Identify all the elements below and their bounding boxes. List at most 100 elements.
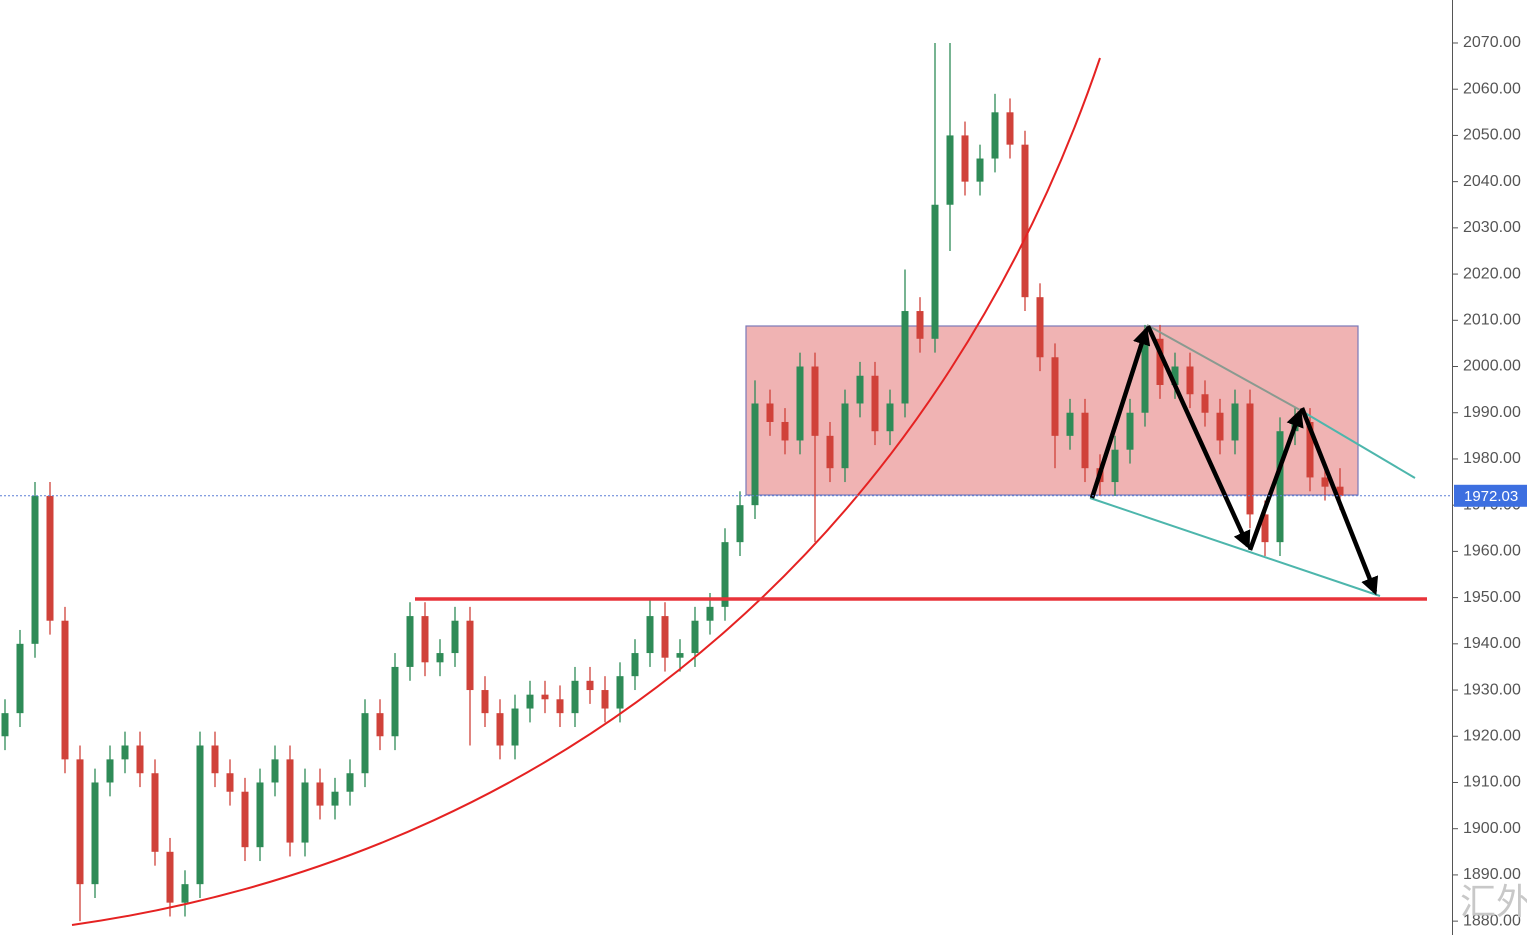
candle-body (31, 495, 39, 644)
candle-body (136, 745, 144, 774)
candle-body (1321, 477, 1329, 487)
candle-body (556, 699, 564, 714)
y-tick-label: 1890.00 (1463, 866, 1521, 883)
candle-body (871, 375, 879, 432)
candle-body (376, 713, 384, 737)
candle-body (511, 708, 519, 746)
candle-body (616, 676, 624, 709)
candle-body (421, 616, 429, 663)
watermark: 汇外网 (1460, 882, 1527, 923)
candle-body (196, 745, 204, 885)
candle-body (856, 375, 864, 404)
channel-upper (1146, 324, 1301, 411)
y-tick-label: 1980.00 (1463, 450, 1521, 467)
candle-body (691, 620, 699, 654)
candle-body (676, 653, 684, 658)
candle-body (181, 884, 189, 903)
candle-body (586, 680, 594, 691)
candle-body (661, 616, 669, 658)
last-price-label: 1972.03 (1464, 488, 1518, 505)
y-tick-label: 1950.00 (1463, 589, 1521, 606)
y-tick-label: 2000.00 (1463, 358, 1521, 375)
candle-body (16, 643, 24, 714)
candle-body (1171, 366, 1179, 385)
candle-body (961, 135, 969, 182)
candle-body (436, 653, 444, 663)
candle-body (166, 851, 174, 903)
candle-body (1036, 297, 1044, 358)
candle-body (1141, 338, 1149, 413)
candle-body (151, 773, 159, 852)
candle-body (991, 112, 999, 159)
candle-body (916, 311, 924, 339)
trend-curve (71, 57, 1101, 926)
candle-body (796, 366, 804, 441)
y-tick-label: 2070.00 (1463, 34, 1521, 51)
candle-body (331, 791, 339, 806)
y-tick-label: 2060.00 (1463, 80, 1521, 97)
y-tick-label: 2050.00 (1463, 127, 1521, 144)
candle-body (571, 680, 579, 714)
candle-body (631, 653, 639, 677)
candle-body (481, 690, 489, 714)
candle-body (1126, 412, 1134, 450)
y-tick-label: 2030.00 (1463, 219, 1521, 236)
y-tick-label: 1960.00 (1463, 543, 1521, 560)
candle-body (1261, 514, 1269, 543)
candle-body (241, 791, 249, 848)
candle-body (391, 666, 399, 737)
candle-body (1231, 403, 1239, 441)
arrow (1247, 408, 1304, 551)
candle-body (361, 713, 369, 774)
candle-body (886, 403, 894, 432)
candle-body (736, 505, 744, 543)
candle-body (106, 759, 114, 783)
candle-body (1306, 421, 1314, 478)
y-tick-label: 1990.00 (1463, 404, 1521, 421)
candle-body (1111, 449, 1119, 483)
candle-body (706, 606, 714, 621)
candles (1, 42, 1344, 922)
candle-body (1246, 403, 1254, 515)
candle-body (91, 782, 99, 885)
y-tick-label: 2040.00 (1463, 173, 1521, 190)
candle-body (1156, 338, 1164, 385)
y-tick-label: 1900.00 (1463, 820, 1521, 837)
candle-body (526, 694, 534, 709)
candle-body (1201, 394, 1209, 413)
candle-body (1051, 357, 1059, 436)
candle-body (286, 759, 294, 843)
arrows (1089, 325, 1379, 596)
candle-body (1186, 366, 1194, 395)
candle-body (976, 158, 984, 182)
candle-body (1, 713, 9, 737)
candle-body (1066, 412, 1074, 436)
candle-body (721, 542, 729, 607)
channel-upper (1299, 409, 1416, 479)
y-tick-label: 1920.00 (1463, 727, 1521, 744)
candle-body (76, 759, 84, 885)
candle-body (1336, 486, 1344, 496)
candle-body (946, 135, 954, 205)
y-tick-label: 1880.00 (1463, 912, 1521, 929)
candle-body (766, 403, 774, 422)
y-tick-label: 1930.00 (1463, 681, 1521, 698)
arrow (1089, 326, 1151, 499)
y-tick-label: 2020.00 (1463, 265, 1521, 282)
candle-body (406, 616, 414, 667)
candle-body (1006, 112, 1014, 145)
candle-body (931, 204, 939, 339)
candle-body (121, 745, 129, 760)
candle-body (751, 403, 759, 506)
candle-body (1021, 144, 1029, 298)
candle-body (1081, 412, 1089, 469)
candle-body (1216, 412, 1224, 441)
y-axis-ticks: 1880.00 1890.00 1900.00 1910.00 1920.00 1930.… (1452, 34, 1521, 929)
arrow (1145, 325, 1251, 550)
y-tick-label: 2010.00 (1463, 312, 1521, 329)
candle-body (301, 782, 309, 843)
candle-body (271, 759, 279, 783)
last-price-box (1454, 484, 1527, 507)
candle-body (646, 616, 654, 654)
